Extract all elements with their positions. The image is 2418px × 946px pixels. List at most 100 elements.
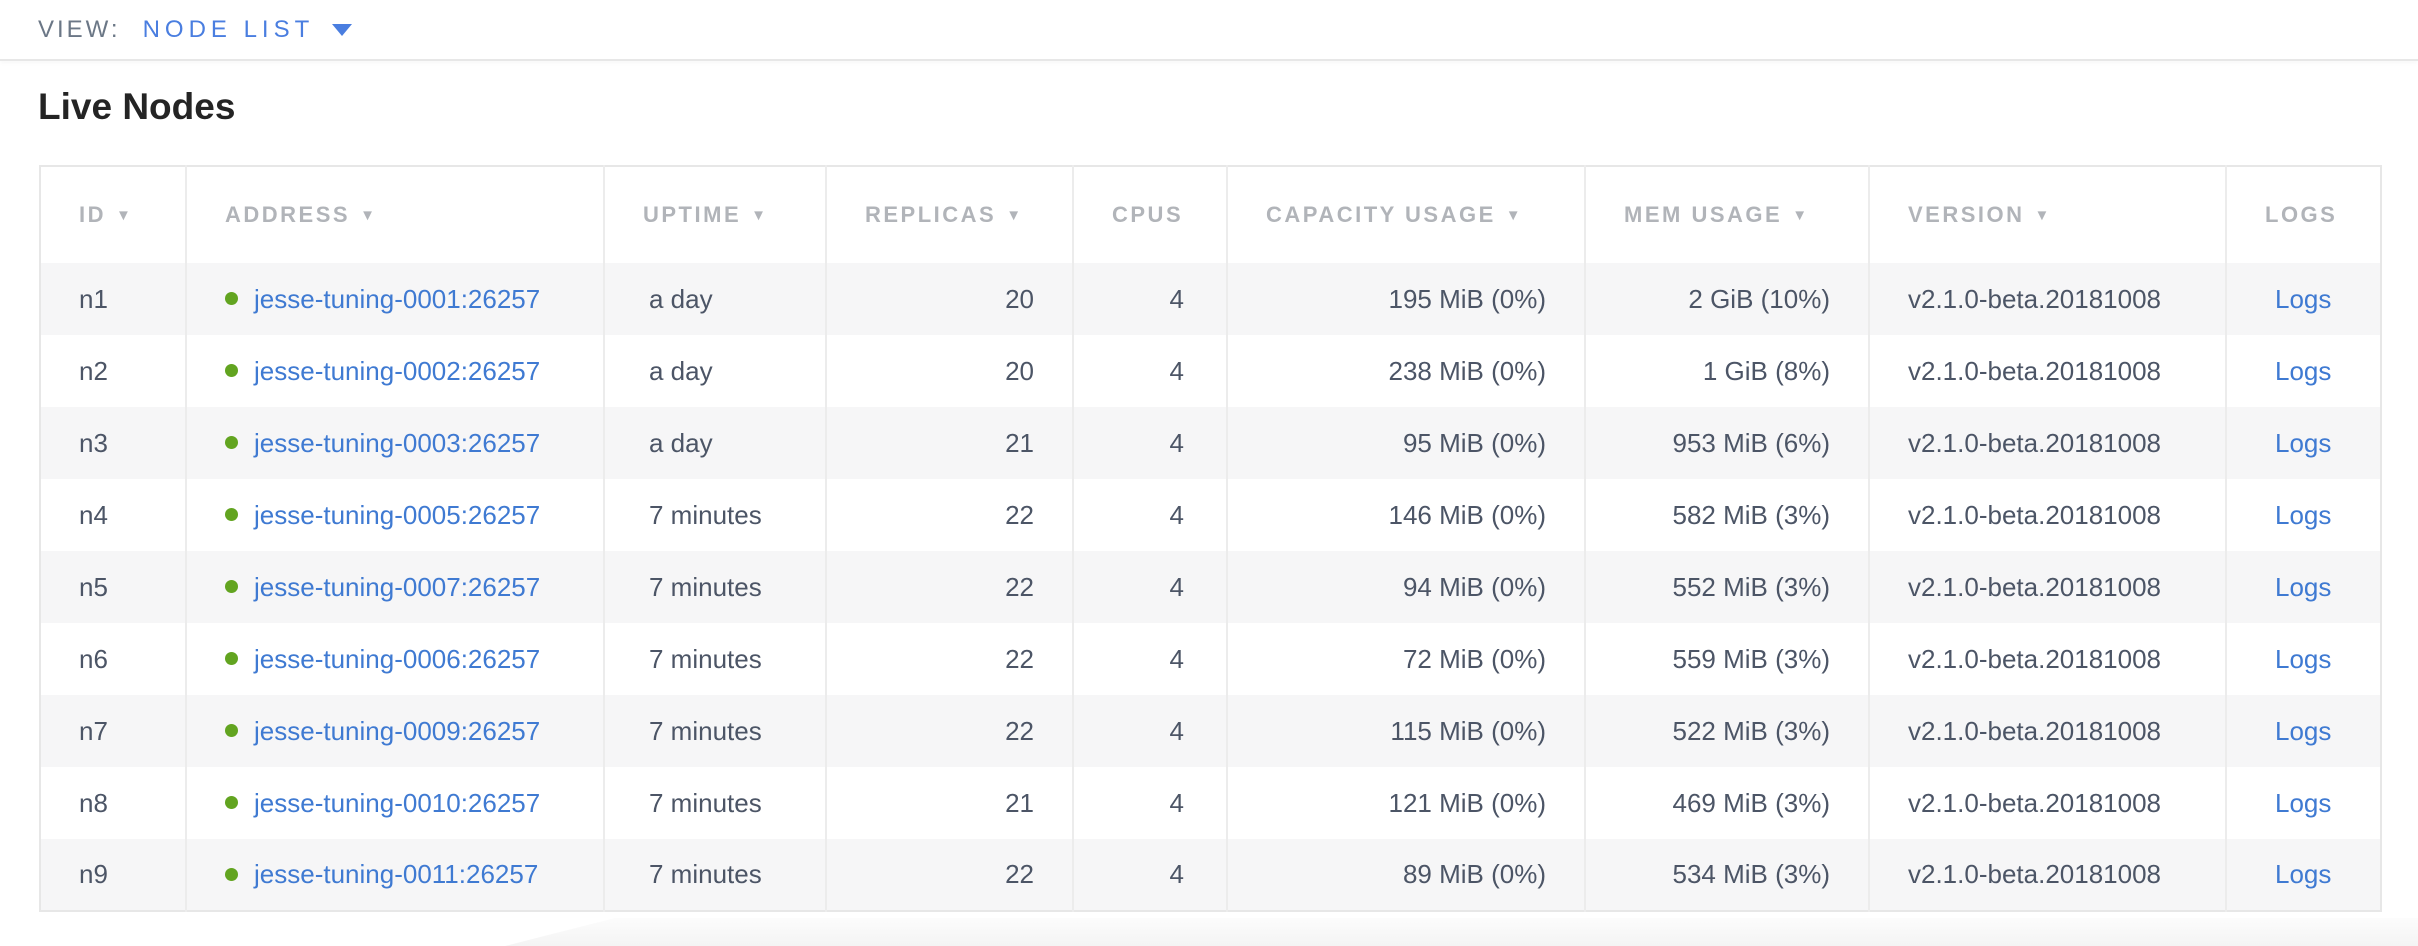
cell-uptime: 7 minutes: [604, 623, 827, 695]
sort-arrow-icon: ▼: [751, 207, 769, 224]
cell-uptime: 7 minutes: [604, 839, 827, 911]
address-link[interactable]: jesse-tuning-0009:26257: [254, 715, 541, 746]
cell-address: jesse-tuning-0010:26257: [186, 767, 605, 839]
cell-replicas: 21: [826, 407, 1074, 479]
column-header-address[interactable]: ADDRESS ▼: [186, 166, 605, 263]
cell-cpus: 4: [1073, 551, 1228, 623]
column-header-capacity[interactable]: CAPACITY USAGE ▼: [1227, 166, 1586, 263]
cell-version: v2.1.0-beta.20181008: [1869, 263, 2227, 335]
cell-capacity: 89 MiB (0%): [1227, 839, 1586, 911]
live-status-icon: [225, 364, 238, 378]
cell-capacity: 94 MiB (0%): [1227, 551, 1586, 623]
cell-uptime: a day: [604, 263, 827, 335]
cell-version: v2.1.0-beta.20181008: [1869, 695, 2227, 767]
address-link[interactable]: jesse-tuning-0006:26257: [254, 643, 541, 674]
cell-capacity: 115 MiB (0%): [1227, 695, 1586, 767]
cell-logs: Logs: [2226, 407, 2381, 479]
cell-id: n9: [40, 839, 187, 911]
sort-arrow-icon: ▼: [1792, 207, 1810, 224]
cell-capacity: 195 MiB (0%): [1227, 263, 1586, 335]
column-header-logs: LOGS: [2226, 166, 2381, 263]
cell-cpus: 4: [1073, 767, 1228, 839]
table-row: n3 jesse-tuning-0003:26257 a day 21 4 95 MiB …: [40, 407, 2381, 479]
cell-mem: 522 MiB (3%): [1585, 695, 1870, 767]
column-header-uptime[interactable]: UPTIME ▼: [604, 166, 827, 263]
address-link[interactable]: jesse-tuning-0005:26257: [254, 499, 541, 530]
cell-uptime: a day: [604, 335, 827, 407]
sort-arrow-icon: ▼: [1505, 207, 1524, 224]
cell-uptime: 7 minutes: [604, 479, 827, 551]
logs-link[interactable]: Logs: [2275, 859, 2332, 889]
cell-mem: 534 MiB (3%): [1585, 839, 1870, 911]
cell-uptime: a day: [604, 407, 827, 479]
cell-replicas: 22: [826, 695, 1074, 767]
view-dropdown[interactable]: NODE LIST: [143, 16, 353, 44]
address-link[interactable]: jesse-tuning-0001:26257: [254, 283, 541, 314]
column-header-label: UPTIME: [643, 202, 742, 227]
cell-replicas: 22: [826, 479, 1074, 551]
cell-cpus: 4: [1073, 623, 1228, 695]
cell-mem: 559 MiB (3%): [1585, 623, 1870, 695]
cell-capacity: 146 MiB (0%): [1227, 479, 1586, 551]
table-row: n5 jesse-tuning-0007:26257 7 minutes 22 4 94 …: [40, 551, 2381, 623]
logs-link[interactable]: Logs: [2275, 571, 2332, 602]
cell-version: v2.1.0-beta.20181008: [1869, 623, 2227, 695]
cell-uptime: 7 minutes: [604, 551, 827, 623]
cell-logs: Logs: [2226, 263, 2381, 335]
column-header-label: CPUS: [1112, 202, 1184, 227]
address-link[interactable]: jesse-tuning-0007:26257: [254, 571, 541, 602]
address-link[interactable]: jesse-tuning-0002:26257: [254, 355, 541, 386]
cell-address: jesse-tuning-0003:26257: [186, 407, 605, 479]
live-status-icon: [225, 580, 238, 594]
table-row: n9 jesse-tuning-0011:26257 7 minutes 22 4 89 …: [40, 839, 2381, 911]
live-status-icon: [225, 867, 238, 881]
live-nodes-table: ID ▼ ADDRESS ▼ UPTIME ▼ REPLICAS ▼ CPUS CAPACITY …: [39, 165, 2382, 912]
logs-link[interactable]: Logs: [2275, 715, 2332, 746]
logs-link[interactable]: Logs: [2275, 283, 2332, 314]
address-link[interactable]: jesse-tuning-0010:26257: [254, 787, 541, 818]
logs-link[interactable]: Logs: [2275, 427, 2332, 458]
column-header-label: REPLICAS: [865, 202, 997, 227]
cell-address: jesse-tuning-0009:26257: [186, 695, 605, 767]
cell-address: jesse-tuning-0011:26257: [186, 839, 605, 911]
column-header-replicas[interactable]: REPLICAS ▼: [826, 166, 1074, 263]
cell-id: n2: [40, 335, 187, 407]
view-dropdown-value: NODE LIST: [142, 15, 315, 43]
live-status-icon: [225, 292, 238, 306]
column-header-mem[interactable]: MEM USAGE ▼: [1585, 166, 1870, 263]
live-status-icon: [225, 436, 238, 450]
cell-logs: Logs: [2226, 623, 2381, 695]
table-row: n6 jesse-tuning-0006:26257 7 minutes 22 4 72 …: [40, 623, 2381, 695]
logs-link[interactable]: Logs: [2275, 787, 2332, 818]
cell-mem: 552 MiB (3%): [1585, 551, 1870, 623]
header-row: ID ▼ ADDRESS ▼ UPTIME ▼ REPLICAS ▼ CPUS CAPACITY …: [40, 166, 2381, 263]
cell-version: v2.1.0-beta.20181008: [1869, 407, 2227, 479]
cell-mem: 582 MiB (3%): [1585, 479, 1870, 551]
column-header-label: LOGS: [2265, 202, 2338, 227]
logs-link[interactable]: Logs: [2275, 499, 2332, 530]
cell-replicas: 20: [826, 335, 1074, 407]
cell-address: jesse-tuning-0002:26257: [186, 335, 605, 407]
cell-cpus: 4: [1073, 839, 1228, 911]
cell-mem: 953 MiB (6%): [1585, 407, 1870, 479]
column-header-version[interactable]: VERSION ▼: [1869, 166, 2227, 263]
cell-cpus: 4: [1073, 695, 1228, 767]
address-link[interactable]: jesse-tuning-0011:26257: [254, 859, 539, 889]
cell-cpus: 4: [1073, 479, 1228, 551]
live-status-icon: [225, 652, 238, 666]
column-header-id[interactable]: ID ▼: [40, 166, 187, 263]
cell-mem: 2 GiB (10%): [1585, 263, 1870, 335]
column-header-label: CAPACITY USAGE: [1266, 202, 1496, 227]
logs-link[interactable]: Logs: [2275, 643, 2332, 674]
table-row: n1 jesse-tuning-0001:26257 a day 20 4 195 MiB…: [40, 263, 2381, 335]
sort-arrow-icon: ▼: [116, 207, 134, 224]
cell-logs: Logs: [2226, 335, 2381, 407]
cell-logs: Logs: [2226, 695, 2381, 767]
address-link[interactable]: jesse-tuning-0003:26257: [254, 427, 541, 458]
cell-cpus: 4: [1073, 263, 1228, 335]
live-status-icon: [225, 724, 238, 738]
logs-link[interactable]: Logs: [2275, 355, 2332, 386]
cell-version: v2.1.0-beta.20181008: [1869, 839, 2227, 911]
page-corner-shadow: [505, 918, 2418, 946]
cell-replicas: 20: [826, 263, 1074, 335]
